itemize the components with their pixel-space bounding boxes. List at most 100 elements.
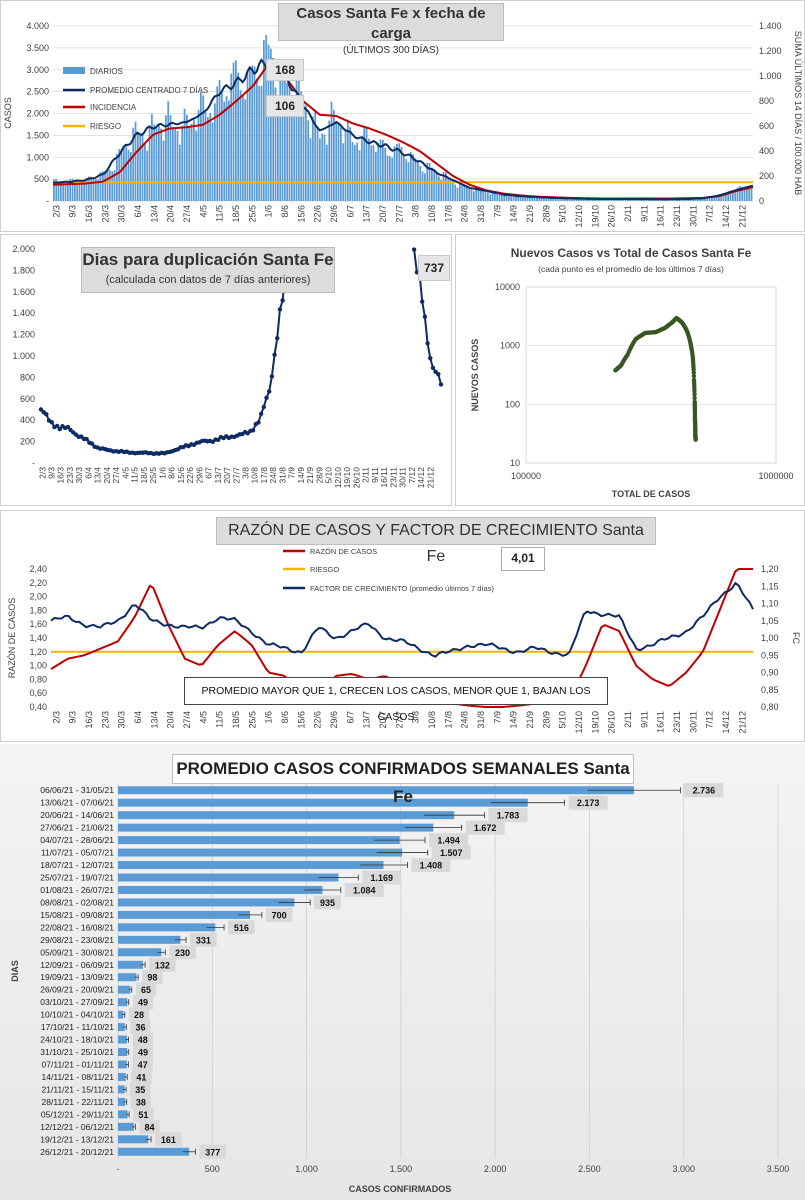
daily-case-bar <box>160 128 163 201</box>
weekly-value-label-bg <box>488 808 528 823</box>
daily-case-bar <box>67 180 69 201</box>
weekly-value-label: 1.783 <box>497 811 520 821</box>
daily-case-bar <box>582 198 585 201</box>
daily-case-bar <box>181 125 184 201</box>
weekly-value-label-bg <box>684 783 724 798</box>
weekly-value-label: 41 <box>136 1072 146 1082</box>
daily-case-bar <box>473 191 475 201</box>
daily-case-bar <box>391 157 394 201</box>
daily-case-bar <box>356 142 359 201</box>
daily-case-bar <box>193 119 195 201</box>
daily-case-bar <box>522 197 524 201</box>
daily-case-bar <box>90 176 93 201</box>
cases-xtick: 17/8 <box>443 205 453 223</box>
daily-case-bar <box>195 130 198 201</box>
ratio-xtick: 21/12 <box>737 711 747 734</box>
daily-case-bar <box>326 144 328 201</box>
weekly-category: 19/12/21 - 13/12/21 <box>40 1134 114 1144</box>
daily-case-bar <box>162 140 165 201</box>
daily-case-bar <box>533 197 536 201</box>
daily-case-bar <box>711 195 713 201</box>
weekly-category: 05/12/21 - 29/11/21 <box>41 1109 114 1119</box>
daily-case-bar <box>300 91 303 201</box>
daily-case-bar <box>564 198 566 201</box>
cases-xtick: 23/11 <box>672 205 682 227</box>
weekly-category: 15/08/21 - 09/08/21 <box>40 910 114 920</box>
weekly-bar <box>118 1035 128 1044</box>
doubling-xtick: 20/7 <box>222 467 232 484</box>
daily-case-bar <box>540 196 543 201</box>
daily-case-bar <box>288 86 291 201</box>
daily-case-bar <box>706 196 709 201</box>
daily-case-bar <box>134 121 137 201</box>
cases-xtick: 12/10 <box>574 205 584 228</box>
daily-case-bar <box>139 134 142 201</box>
weekly-category: 11/07/21 - 05/07/21 <box>41 848 114 858</box>
ratio-xtick: 23/3 <box>100 711 110 729</box>
ratio-xtick: 8/6 <box>280 711 290 724</box>
daily-case-bar <box>384 147 387 201</box>
doubling-ytick: 600 <box>20 394 35 404</box>
cases-ytick-left: 4.000 <box>26 21 49 31</box>
weekly-value-label: 35 <box>135 1085 145 1095</box>
weekly-value-label-bg <box>132 1045 154 1060</box>
daily-case-bar <box>531 196 534 201</box>
weekly-value-label-bg <box>155 1132 182 1147</box>
cases-legend-label: RIESGO <box>90 122 121 131</box>
weekly-value-label-bg <box>139 1119 160 1134</box>
daily-case-bar <box>697 198 699 201</box>
daily-case-bar <box>307 120 310 201</box>
weekly-value-label-bg <box>190 932 217 947</box>
doubling-panel: - 200 400 600 800 1.000 1.200 1.400 1.600 1.800 2.… <box>0 234 452 506</box>
cases-ylabel-left: CASOS <box>3 97 13 129</box>
daily-case-bar <box>351 141 354 201</box>
daily-case-bar <box>461 180 464 201</box>
daily-case-bar <box>176 130 179 201</box>
scatter-ytick: 10000 <box>495 282 520 292</box>
daily-case-bar <box>557 197 559 201</box>
daily-case-bar <box>554 198 557 201</box>
weekly-xtick: 3.500 <box>767 1164 790 1174</box>
daily-case-bar <box>743 186 746 201</box>
weekly-value-label: 132 <box>155 960 170 970</box>
cases-xtick: 31/8 <box>476 205 486 223</box>
doubling-point <box>215 437 221 443</box>
ratio-note: PROMEDIO MAYOR QUE 1, CRECEN LOS CASOS, … <box>184 677 608 723</box>
cases-xtick: 28/9 <box>541 205 551 223</box>
daily-case-bar <box>578 198 580 201</box>
weekly-category: 12/09/21 - 06/09/21 <box>40 960 114 970</box>
ratio-ytick-left: 1,80 <box>29 605 47 615</box>
cases-callout-106: 106 <box>266 95 304 117</box>
daily-case-bar <box>741 186 744 201</box>
doubling-point <box>57 426 62 432</box>
daily-case-bar <box>370 145 373 201</box>
ratio-xtick: 7/12 <box>705 711 715 729</box>
daily-case-bar <box>620 199 622 201</box>
doubling-point <box>261 404 267 410</box>
cases-xtick: 30/3 <box>117 205 127 223</box>
daily-case-bar <box>519 196 522 201</box>
doubling-point <box>277 307 283 312</box>
weekly-bar <box>118 1048 128 1057</box>
daily-case-bar <box>501 194 503 201</box>
weekly-xlabel: CASOS CONFIRMADOS <box>349 1184 452 1194</box>
doubling-xtick: 27/7 <box>231 467 241 484</box>
daily-case-bar <box>680 199 683 201</box>
daily-case-bar <box>447 177 450 201</box>
doubling-point <box>420 299 425 304</box>
doubling-ytick: 1.600 <box>12 287 35 297</box>
ratio-ytick-left: 1,60 <box>29 619 47 629</box>
daily-case-bar <box>347 119 349 201</box>
cases-xtick: 21/9 <box>525 205 535 223</box>
weekly-value-label: 49 <box>138 1048 148 1058</box>
doubling-xtick: 13/7 <box>213 467 223 484</box>
daily-case-bar <box>319 138 321 201</box>
ratio-xtick: 27/4 <box>182 711 192 729</box>
daily-case-bar <box>291 102 293 201</box>
daily-case-bar <box>603 199 606 201</box>
weekly-category: 01/08/21 - 26/07/21 <box>40 885 114 895</box>
daily-case-bar <box>207 116 209 201</box>
scatter-panel: Nuevos Casos vs Total de Casos Santa Fe (… <box>455 234 805 506</box>
scatter-chart-svg: Nuevos Casos vs Total de Casos Santa Fe (… <box>470 246 794 499</box>
daily-case-bar <box>725 192 727 201</box>
